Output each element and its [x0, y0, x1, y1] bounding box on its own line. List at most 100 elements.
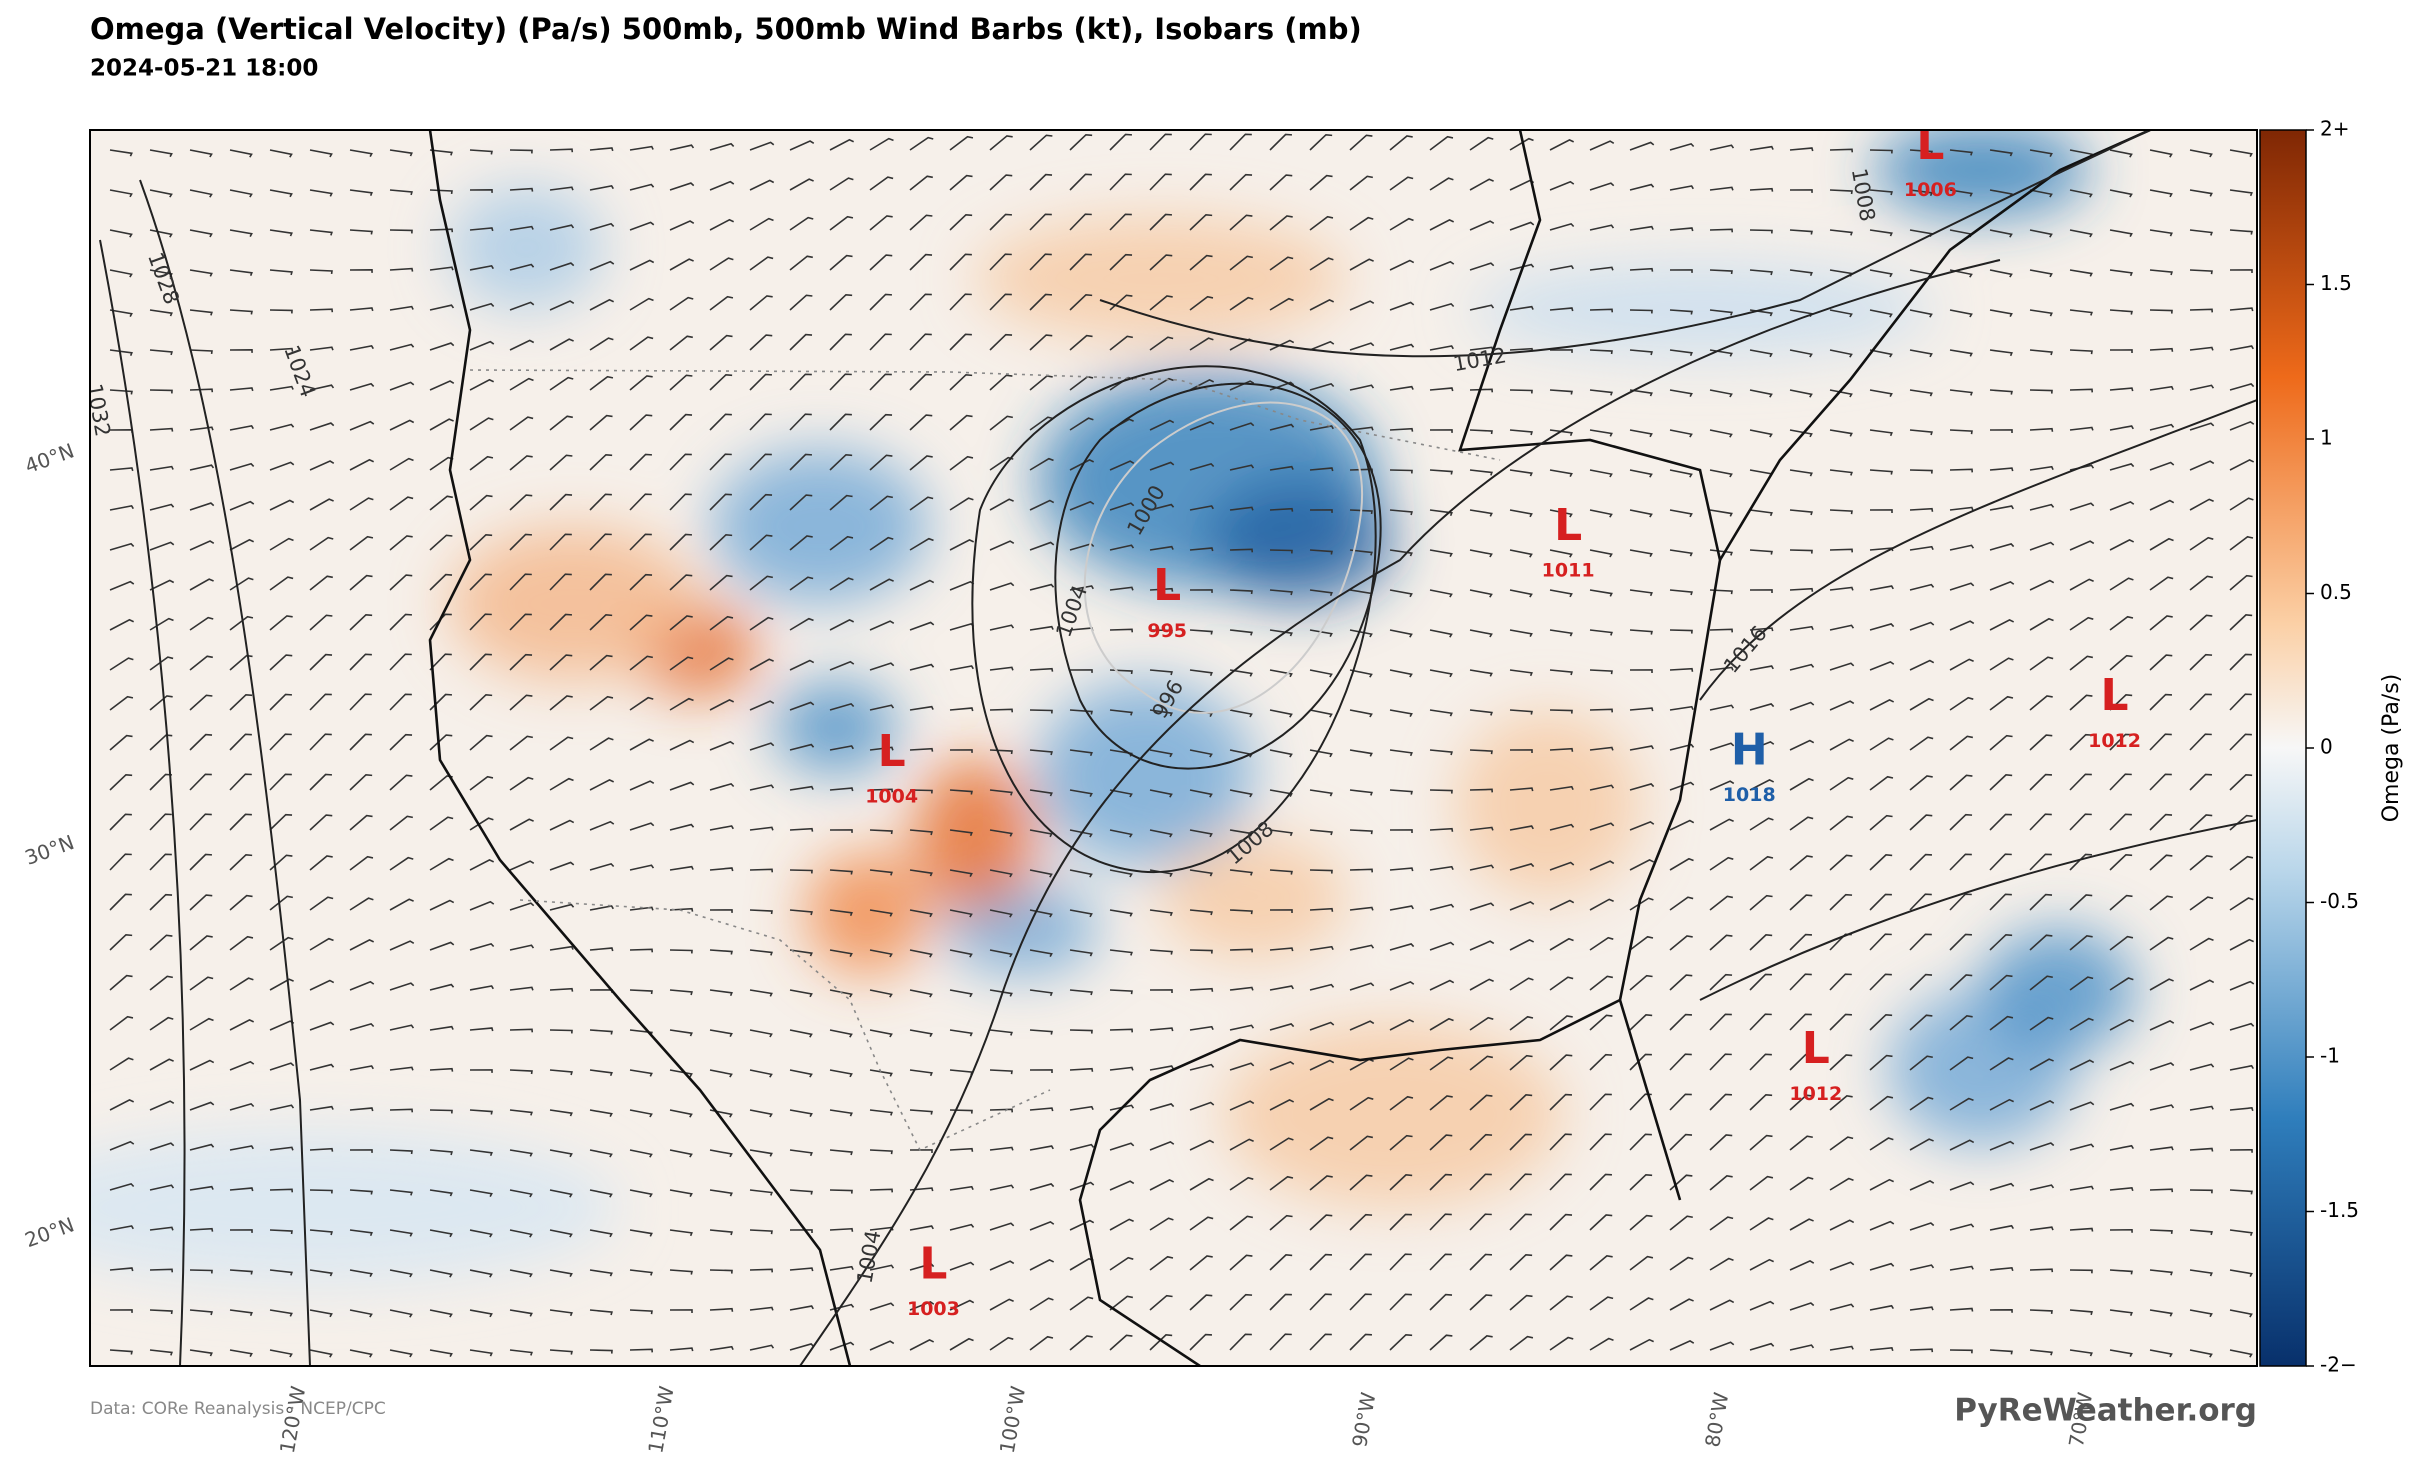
wind-barb — [1909, 429, 1933, 436]
wind-barb — [709, 1229, 733, 1236]
wind-barb — [429, 983, 455, 991]
wind-barb — [149, 1268, 174, 1273]
wind-barb — [2029, 813, 2052, 831]
wind-barb — [509, 776, 534, 791]
wind-barb — [469, 1069, 493, 1073]
wind-barb — [869, 1069, 893, 1077]
wind-barb — [1989, 269, 2013, 278]
wind-barb — [189, 694, 213, 711]
wind-barb — [1549, 1015, 1573, 1031]
wind-barb — [509, 301, 535, 311]
wind-barb — [309, 693, 332, 711]
wind-barb — [629, 1309, 653, 1315]
wind-barb — [1749, 973, 1772, 991]
wind-barb — [1469, 826, 1494, 831]
wind-barb — [1229, 869, 1253, 876]
wind-barb — [1989, 774, 2013, 791]
wind-barb — [2029, 1226, 2054, 1231]
wind-barb — [1869, 269, 1893, 278]
wind-barb — [1069, 500, 1095, 511]
wind-barb — [589, 260, 615, 271]
wind-barb — [1349, 1020, 1375, 1031]
colorbar-tick-label: 1 — [2320, 426, 2333, 450]
wind-barb — [1829, 1095, 1853, 1111]
wind-barb — [1469, 304, 1495, 311]
omega-blob — [90, 1130, 620, 1285]
wind-barb — [749, 373, 772, 391]
wind-barb — [1869, 229, 1893, 237]
wind-barb — [2229, 420, 2255, 431]
wind-barb — [109, 893, 132, 911]
wind-barb — [629, 696, 654, 711]
wind-barb — [149, 813, 172, 831]
wind-barb — [469, 985, 494, 991]
wind-barb — [1229, 133, 1252, 151]
wind-barb — [469, 1269, 493, 1278]
wind-barb — [1429, 260, 1455, 271]
wind-barb — [829, 989, 853, 998]
wind-barb — [349, 229, 373, 235]
wind-barb — [189, 309, 213, 316]
wind-barb — [1069, 294, 1093, 311]
wind-barb — [1869, 775, 1894, 791]
wind-barb — [1829, 662, 1855, 671]
wind-barb — [1349, 669, 1373, 678]
wind-barb — [1269, 1175, 1294, 1191]
wind-barb — [1909, 1264, 1935, 1271]
wind-barb — [1269, 589, 1293, 596]
wind-barb — [989, 1222, 1015, 1231]
omega-blob — [975, 216, 1347, 341]
coastlines — [428, 130, 2151, 1366]
wind-barb — [1029, 1107, 1054, 1112]
wind-barb — [909, 373, 933, 391]
wind-barb — [1189, 749, 1213, 758]
wind-barb — [1709, 228, 1734, 233]
wind-barb — [549, 819, 575, 831]
wind-barb — [1109, 586, 1134, 591]
wind-barb — [1509, 825, 1534, 831]
wind-barb — [1829, 776, 1854, 791]
wind-barb — [709, 825, 734, 831]
wind-barb — [2109, 694, 2133, 711]
omega-blob — [1207, 479, 1394, 604]
wind-barb — [589, 1069, 613, 1077]
wind-barb — [2069, 1227, 2094, 1232]
wind-barb — [2229, 1269, 2253, 1277]
wind-barb — [1549, 222, 1575, 231]
lon-label: 110°W — [643, 1384, 678, 1455]
wind-barb — [2109, 1309, 2133, 1316]
wind-barb — [1669, 389, 1693, 398]
wind-barb — [349, 1309, 373, 1318]
wind-barb — [1149, 1217, 1174, 1231]
wind-barb — [1389, 867, 1414, 872]
wind-barb — [909, 1069, 933, 1077]
wind-barb — [389, 898, 414, 911]
wind-barb — [309, 1189, 333, 1194]
wind-barb — [1549, 389, 1573, 395]
wind-barb — [549, 573, 572, 591]
wind-barb — [1869, 1262, 1895, 1271]
wind-barb — [189, 1349, 213, 1357]
wind-barb — [869, 746, 894, 751]
wind-barb — [2189, 229, 2213, 236]
wind-barb — [1109, 133, 1132, 151]
wind-barb — [1349, 216, 1374, 231]
wind-barb — [669, 656, 694, 671]
wind-barb — [309, 575, 333, 591]
wind-barb — [1229, 1215, 1254, 1231]
wind-barb — [909, 1225, 934, 1231]
wind-barb — [1869, 1054, 1893, 1071]
wind-barb — [1069, 585, 1094, 591]
wind-barb — [1309, 549, 1333, 555]
wind-barb — [1789, 1344, 1815, 1351]
wind-barb — [2029, 309, 2053, 317]
wind-barb — [1069, 213, 1092, 231]
wind-barb — [1709, 742, 1735, 751]
wind-barb — [189, 1309, 213, 1316]
wind-barb — [1789, 229, 1813, 235]
wind-barb — [1589, 708, 1614, 713]
wind-barb — [1909, 507, 1934, 512]
wind-barb — [309, 1147, 334, 1152]
wind-barb — [829, 702, 855, 711]
wind-barb — [2029, 1349, 2053, 1356]
